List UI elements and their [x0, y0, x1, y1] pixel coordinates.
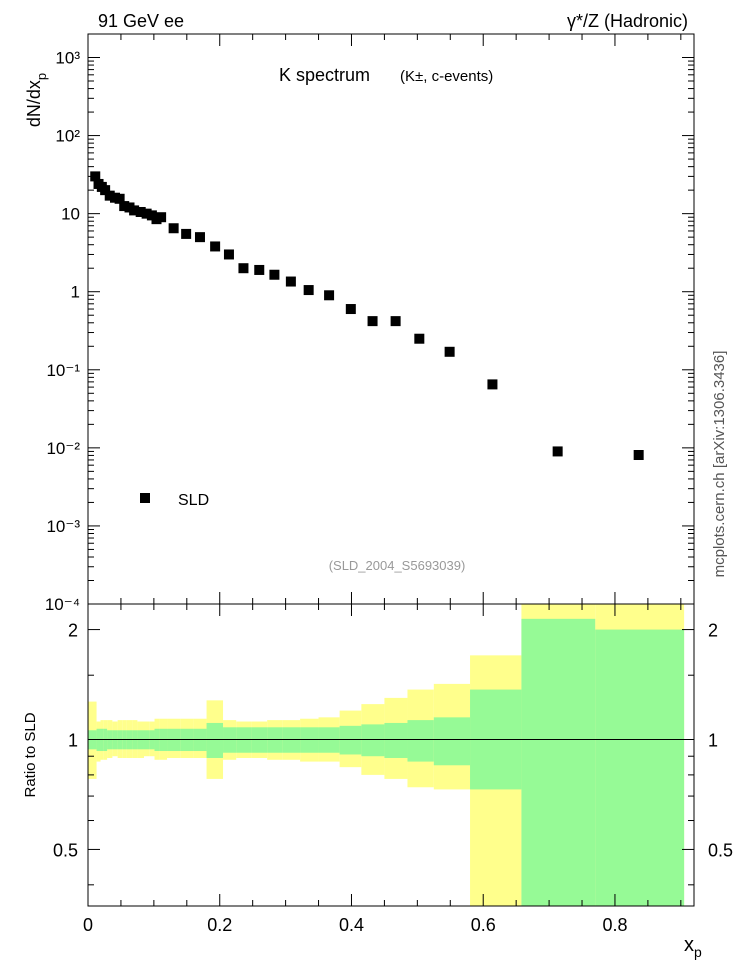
xlabel-subscript: p [694, 944, 702, 960]
ratio-inner-band [318, 727, 340, 753]
ratio-inner-band [595, 629, 685, 906]
legend-label-sld: SLD [178, 492, 209, 509]
ratio-bands [88, 604, 685, 906]
ratio-inner-band [267, 727, 283, 753]
data-point-sld [104, 190, 115, 201]
data-point-sld [119, 201, 130, 212]
x-axis-title: xp [684, 934, 702, 960]
ratio-inner-band [300, 727, 319, 753]
ratio-inner-band [251, 727, 268, 753]
svg-text:xp: xp [684, 934, 702, 960]
y-tick-label: 10⁻¹ [46, 361, 80, 380]
data-point-sld [223, 249, 234, 260]
header-right-label: γ*/Z (Hadronic) [567, 11, 688, 31]
y-tick-label: 1 [71, 283, 80, 302]
ratio-plot-ticks: 0.5 0.5 1 1 2 2 0 0.2 0.4 0.6 0.8 [53, 604, 733, 935]
plot-title-suffix: (K±, c-events) [400, 68, 493, 85]
ratio-plot-panel: 0.5 0.5 1 1 2 2 0 0.2 0.4 0.6 0.8 Ratio to SLD xp [22, 603, 733, 960]
x-tick-label: 0.2 [207, 915, 232, 935]
ratio-y-tick-label: 1 [68, 731, 78, 751]
data-point-sld [324, 290, 335, 301]
data-point-sld [303, 285, 314, 296]
main-plot-y-ticks: 10⁻⁴ 10⁻³ 10⁻² 10⁻¹ 1 10 10² 10³ [45, 33, 694, 614]
data-point-sld [345, 304, 356, 315]
analysis-watermark: (SLD_2004_S5693039) [329, 558, 466, 573]
ratio-inner-band [407, 720, 434, 762]
y-tick-label: 10⁻⁴ [45, 595, 80, 614]
data-point-sld [269, 269, 280, 280]
data-point-sld [367, 316, 378, 327]
ratio-inner-band [361, 724, 385, 757]
y-tick-label: 10² [55, 127, 80, 146]
ratio-inner-band [236, 727, 252, 753]
ratio-y-tick-label-right: 1 [708, 731, 718, 751]
x-tick-label: 0.4 [339, 915, 364, 935]
data-point-sld [210, 241, 221, 252]
data-point-sld [238, 263, 249, 274]
ratio-y-tick-label-right: 0.5 [708, 840, 733, 860]
ratio-inner-band [223, 727, 237, 753]
ratio-y-tick-label: 2 [68, 621, 78, 641]
x-tick-label: 0 [83, 915, 93, 935]
y-tick-label: 10 [61, 205, 80, 224]
data-point-sld [141, 208, 152, 219]
ylabel-main: dN/dx [24, 80, 44, 127]
data-point-sld [100, 185, 111, 196]
data-point-sld [633, 450, 644, 461]
data-point-sld [552, 446, 563, 457]
data-point-sld [129, 205, 140, 216]
data-point-sld [194, 232, 205, 243]
data-point-sld [114, 193, 125, 204]
ratio-y-tick-label-right: 2 [708, 621, 718, 641]
main-y-axis-title: dN/dxp [24, 73, 49, 127]
ratio-y-tick-label: 0.5 [53, 840, 78, 860]
data-point-sld [414, 333, 425, 344]
data-point-sld [135, 206, 146, 217]
ratio-plot-frame [87, 603, 695, 907]
y-tick-label: 10⁻² [46, 439, 80, 458]
ratio-inner-band [282, 727, 301, 753]
main-plot-markers [90, 171, 644, 461]
header-left-label: 91 GeV ee [98, 11, 184, 31]
data-point-sld [168, 223, 179, 234]
y-tick-label: 10⁻³ [46, 517, 80, 536]
svg-text:dN/dxp: dN/dxp [24, 73, 49, 127]
data-point-sld [181, 228, 192, 239]
ratio-inner-band [521, 618, 596, 906]
data-point-sld [156, 212, 167, 223]
legend-marker-sld [140, 493, 150, 503]
side-source-label: mcplots.cern.ch [arXiv:1306.3436] [711, 351, 728, 578]
data-point-sld [285, 276, 296, 287]
x-tick-label: 0.8 [602, 915, 627, 935]
ratio-inner-band [384, 722, 408, 758]
ylabel-subscript: p [34, 73, 49, 80]
x-tick-label: 0.6 [471, 915, 496, 935]
plot-title: K spectrum [279, 65, 370, 85]
ratio-inner-band [339, 725, 362, 755]
data-point-sld [390, 316, 401, 327]
data-point-sld [487, 379, 498, 390]
data-point-sld [444, 346, 455, 357]
y-tick-label: 10³ [55, 49, 80, 68]
data-point-sld [90, 171, 101, 182]
data-point-sld [254, 264, 265, 275]
ratio-inner-band [206, 722, 224, 758]
xlabel-main: x [684, 934, 694, 956]
ratio-inner-band [433, 717, 471, 766]
main-plot-panel: 10⁻⁴ 10⁻³ 10⁻² 10⁻¹ 1 10 10² 10³ dN/dxp K spect… [24, 33, 695, 614]
ratio-y-axis-title: Ratio to SLD [22, 712, 39, 797]
